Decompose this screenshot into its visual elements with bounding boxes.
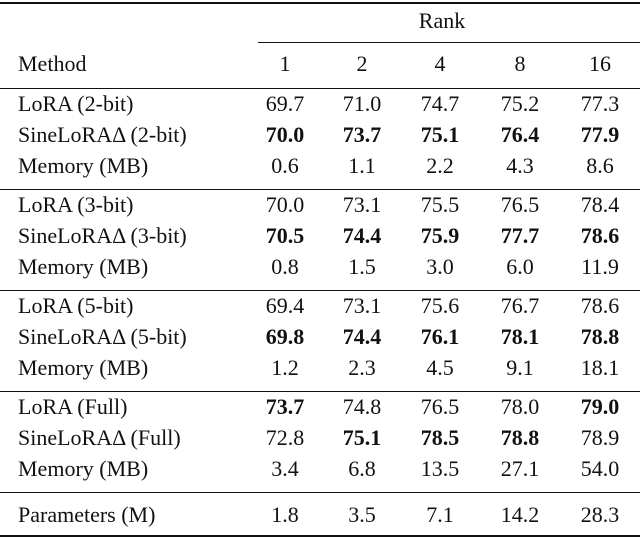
value-cell: 9.1: [506, 355, 534, 380]
value-cell: 18.1: [580, 355, 620, 380]
rule: [0, 391, 640, 392]
value-cell: 73.7: [342, 122, 382, 147]
value-cell: 78.9: [580, 425, 620, 450]
value-cell: 6.8: [348, 456, 376, 481]
value-cell: 70.5: [265, 223, 305, 248]
rule: [0, 492, 640, 493]
value-cell: 74.7: [420, 91, 460, 116]
value-cell: 69.8: [265, 324, 305, 349]
column-header: 1: [279, 51, 291, 76]
value-cell: 0.6: [271, 153, 299, 178]
value-cell: 70.0: [265, 192, 305, 217]
value-cell: 4.5: [426, 355, 454, 380]
value-cell: 76.1: [420, 324, 460, 349]
value-cell: 78.6: [580, 293, 620, 318]
value-cell: 76.4: [500, 122, 540, 147]
value-cell: 73.1: [342, 293, 382, 318]
value-cell: 76.7: [500, 293, 540, 318]
value-cell: 2.2: [426, 153, 454, 178]
value-cell: 78.8: [580, 324, 620, 349]
row-label: SineLoRAΔ (Full): [18, 425, 181, 450]
rule: [0, 535, 640, 537]
row-label: LoRA (3-bit): [18, 192, 134, 217]
value-cell: 75.1: [342, 425, 382, 450]
row-label: Memory (MB): [18, 456, 149, 481]
value-cell: 77.3: [580, 91, 620, 116]
value-cell: 75.9: [420, 223, 460, 248]
value-cell: 1.1: [348, 153, 376, 178]
value-cell: 1.2: [271, 355, 299, 380]
value-cell: 74.4: [342, 324, 382, 349]
value-cell: 78.1: [500, 324, 540, 349]
row-label: SineLoRAΔ (2-bit): [18, 122, 187, 147]
value-cell: 0.8: [271, 254, 299, 279]
row-label: Parameters (M): [18, 502, 156, 527]
value-cell: 6.0: [506, 254, 534, 279]
value-cell: 3.4: [271, 456, 299, 481]
value-cell: 78.6: [580, 223, 620, 248]
value-cell: 14.2: [500, 502, 540, 527]
value-cell: 78.5: [420, 425, 460, 450]
value-cell: 77.7: [500, 223, 540, 248]
value-cell: 75.1: [420, 122, 460, 147]
row-label: Memory (MB): [18, 153, 149, 178]
value-cell: 75.5: [420, 192, 460, 217]
column-header: 8: [514, 51, 526, 76]
row-label: Memory (MB): [18, 254, 149, 279]
value-cell: 1.8: [271, 502, 299, 527]
value-cell: 70.0: [265, 122, 305, 147]
value-cell: 13.5: [420, 456, 460, 481]
row-label: SineLoRAΔ (5-bit): [18, 324, 187, 349]
value-cell: 71.0: [342, 91, 382, 116]
value-cell: 76.5: [500, 192, 540, 217]
value-cell: 73.7: [265, 394, 305, 419]
column-header: Method: [18, 51, 87, 76]
value-cell: 3.5: [348, 502, 376, 527]
row-label: LoRA (5-bit): [18, 293, 134, 318]
column-header: 2: [356, 51, 368, 76]
value-cell: 2.3: [348, 355, 376, 380]
row-label: Memory (MB): [18, 355, 149, 380]
value-cell: 3.0: [426, 254, 454, 279]
value-cell: 69.4: [265, 293, 305, 318]
header-span: Rank: [418, 8, 466, 33]
row-label: LoRA (2-bit): [18, 91, 134, 116]
value-cell: 75.6: [420, 293, 460, 318]
rule: [258, 42, 640, 43]
value-cell: 73.1: [342, 192, 382, 217]
value-cell: 76.5: [420, 394, 460, 419]
row-label: LoRA (Full): [18, 394, 128, 419]
rule: [0, 2, 640, 4]
value-cell: 8.6: [586, 153, 614, 178]
rule: [0, 88, 640, 89]
value-cell: 78.4: [580, 192, 620, 217]
value-cell: 28.3: [580, 502, 620, 527]
rule: [0, 189, 640, 190]
value-cell: 79.0: [580, 394, 620, 419]
value-cell: 77.9: [580, 122, 620, 147]
value-cell: 74.8: [342, 394, 382, 419]
value-cell: 27.1: [500, 456, 540, 481]
value-cell: 74.4: [342, 223, 382, 248]
value-cell: 4.3: [506, 153, 534, 178]
value-cell: 69.7: [265, 91, 305, 116]
row-label: SineLoRAΔ (3-bit): [18, 223, 187, 248]
rule: [0, 290, 640, 291]
value-cell: 7.1: [426, 502, 454, 527]
value-cell: 78.0: [500, 394, 540, 419]
column-header: 16: [589, 51, 611, 76]
column-header: 4: [434, 51, 446, 76]
value-cell: 54.0: [580, 456, 620, 481]
value-cell: 75.2: [500, 91, 540, 116]
value-cell: 78.8: [500, 425, 540, 450]
value-cell: 11.9: [581, 254, 619, 279]
value-cell: 1.5: [348, 254, 376, 279]
value-cell: 72.8: [265, 425, 305, 450]
